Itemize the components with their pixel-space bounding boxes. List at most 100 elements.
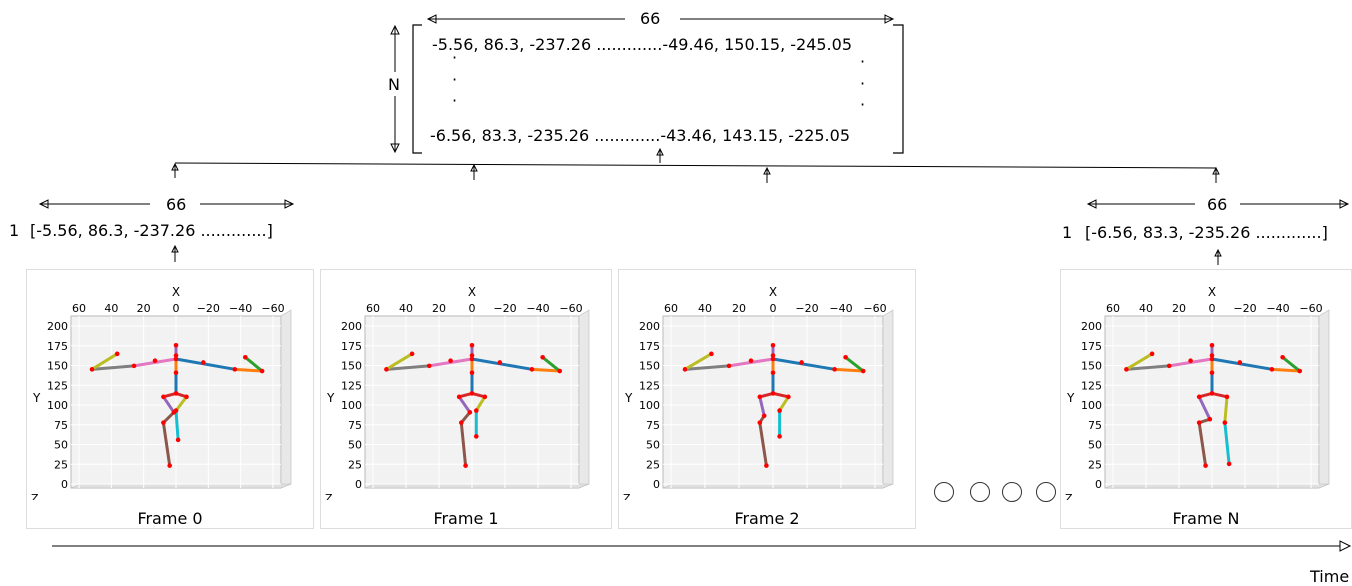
skeleton-joint [173, 370, 179, 376]
skeleton-bone [683, 364, 731, 371]
y-tick-label: 200 [341, 320, 362, 333]
x-tick-label: −40 [229, 302, 252, 315]
skeleton-bone [758, 395, 766, 418]
y-tick-label: 50 [348, 439, 362, 452]
skeleton-bone [844, 355, 865, 373]
z-axis-label: Z [325, 492, 333, 500]
y-axis-label: Y [32, 391, 41, 405]
skeleton-joint [173, 356, 179, 362]
skeleton-bone [161, 421, 172, 468]
skeleton-joint [777, 434, 782, 439]
y-tick-label: 175 [1081, 340, 1102, 353]
x-axis-label: X [769, 285, 777, 299]
z-axis-label: Z [1065, 492, 1073, 500]
x-tick-label: 0 [469, 302, 476, 315]
skeleton-plot: 60 40 20 0 −20 −40 −60X0255075100125150175200Y… [325, 285, 590, 505]
skeleton-joint [761, 413, 767, 419]
y-tick-label: 125 [639, 379, 660, 392]
matrix-dot: · [452, 91, 458, 110]
x-tick-label: 60 [1106, 302, 1120, 315]
skeleton-joint [1237, 360, 1243, 365]
x-tick-label: 60 [72, 302, 86, 315]
y-tick-label: 200 [47, 320, 68, 333]
x-tick-label: 60 [664, 302, 678, 315]
skeleton-bone [778, 395, 790, 413]
skeleton-joint [777, 408, 782, 413]
matrix-width-label: 66 [640, 9, 661, 28]
plot-side-pane [882, 309, 894, 489]
skeleton-joint [1209, 356, 1215, 362]
frame-title: Frame N [1172, 509, 1240, 528]
time-axis-arrow [52, 540, 1352, 552]
skeleton-joint [1124, 367, 1129, 372]
skeleton-bone [683, 352, 713, 371]
y-tick-label: 50 [1088, 439, 1102, 452]
y-tick-label: 150 [341, 360, 362, 373]
x-tick-label: 20 [732, 302, 746, 315]
plot-floor-pane [364, 483, 590, 489]
skeleton-bone [1223, 421, 1231, 466]
skeleton-bone [161, 410, 176, 425]
x-tick-label: −60 [261, 302, 284, 315]
skeleton-joint [1207, 416, 1213, 422]
skeleton-bone [1197, 395, 1212, 421]
x-tick-label: 40 [1139, 302, 1153, 315]
skeleton-joint [1269, 367, 1275, 372]
skeleton-bone [459, 421, 468, 468]
skeleton-joint [1209, 391, 1215, 396]
ellipsis-circle [934, 482, 954, 502]
matrix-dot: · [452, 70, 458, 89]
vector-width-label: 66 [1207, 195, 1228, 214]
skeleton-joint [384, 367, 389, 372]
y-tick-label: 200 [639, 320, 660, 333]
y-axis-label: Y [326, 391, 335, 405]
skeleton-bone [384, 352, 414, 371]
y-tick-label: 75 [646, 419, 660, 432]
y-tick-label: 100 [341, 399, 362, 412]
x-tick-label: −20 [795, 302, 818, 315]
plot-floor-pane [1104, 483, 1330, 489]
skeleton-joint [529, 367, 535, 372]
y-tick-label: 125 [341, 379, 362, 392]
skeleton-joint [469, 342, 475, 348]
y-tick-label: 175 [639, 340, 660, 353]
skeleton-bone [771, 357, 837, 371]
skeleton-bone [1197, 421, 1208, 468]
skeleton-bone [474, 395, 487, 413]
skeleton-joint [167, 463, 172, 468]
y-tick-label: 100 [639, 399, 660, 412]
y-tick-label: 25 [1088, 458, 1102, 471]
skeleton-joint [259, 368, 265, 374]
x-tick-label: 20 [137, 302, 151, 315]
x-tick-label: 60 [366, 302, 380, 315]
skeleton-joint [467, 410, 473, 415]
y-tick-label: 75 [54, 419, 68, 432]
vector-arrows-right [1086, 199, 1350, 265]
skeleton-joint [161, 420, 166, 425]
skeleton-joint [748, 358, 754, 364]
y-tick-label: 50 [54, 439, 68, 452]
time-label: Time [1310, 567, 1350, 586]
vector-arrows-left [38, 199, 295, 262]
x-tick-label: 40 [399, 302, 413, 315]
x-tick-label: −40 [829, 302, 852, 315]
vector-values: [-6.56, 83.3, -235.26 .............] [1085, 223, 1328, 242]
skeleton-joint [682, 367, 688, 372]
y-tick-label: 175 [47, 340, 68, 353]
skeleton-joint [832, 367, 837, 372]
matrix-rows-label: N [388, 75, 400, 94]
skeleton-bone [243, 355, 264, 373]
skeleton-bone [174, 409, 180, 442]
x-tick-label: −20 [493, 302, 516, 315]
skeleton-joint [173, 342, 179, 348]
y-tick-label: 0 [355, 478, 362, 491]
skeleton-joint [1196, 420, 1202, 425]
x-tick-label: −60 [863, 302, 886, 315]
skeleton-joint [459, 420, 464, 425]
skeleton-joint [1166, 363, 1172, 369]
skeleton-bone [161, 395, 176, 414]
y-axis-label: Y [1066, 391, 1075, 405]
y-tick-label: 0 [653, 478, 660, 491]
skeleton-joint [770, 370, 776, 376]
skeleton-bone [1210, 357, 1274, 371]
